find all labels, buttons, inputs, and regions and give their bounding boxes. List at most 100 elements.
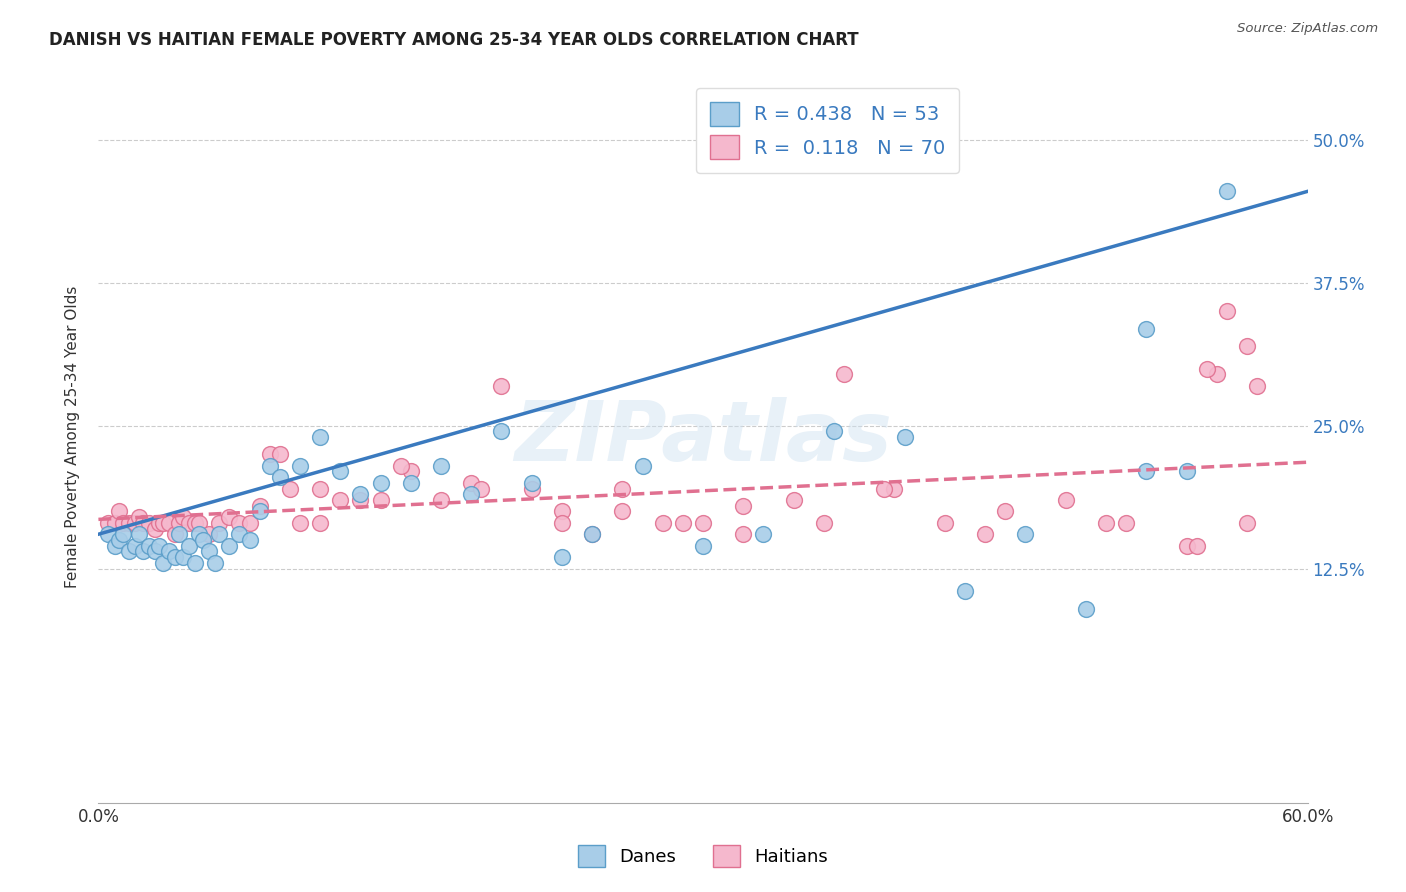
Point: [1074, 601, 1097, 615]
Point: [228, 527, 250, 541]
Point: [138, 539, 160, 553]
Point: [143, 544, 166, 558]
Point: [1095, 516, 1118, 530]
Point: [138, 516, 160, 530]
Point: [733, 527, 755, 541]
Point: [157, 544, 180, 558]
Point: [1054, 492, 1077, 507]
Point: [179, 516, 201, 530]
Point: [1206, 368, 1229, 382]
Point: [1175, 464, 1198, 478]
Point: [612, 504, 634, 518]
Point: [782, 492, 804, 507]
Point: [1135, 464, 1157, 478]
Point: [460, 475, 482, 490]
Point: [218, 510, 240, 524]
Point: [692, 539, 714, 553]
Point: [148, 516, 170, 530]
Point: [228, 516, 250, 530]
Point: [167, 527, 190, 541]
Point: [288, 516, 311, 530]
Point: [953, 584, 976, 599]
Text: DANISH VS HAITIAN FEMALE POVERTY AMONG 25-34 YEAR OLDS CORRELATION CHART: DANISH VS HAITIAN FEMALE POVERTY AMONG 2…: [49, 31, 859, 49]
Point: [672, 516, 695, 530]
Point: [278, 482, 301, 496]
Text: ZIPatlas: ZIPatlas: [515, 397, 891, 477]
Y-axis label: Female Poverty Among 25-34 Year Olds: Female Poverty Among 25-34 Year Olds: [65, 286, 80, 588]
Point: [349, 487, 371, 501]
Point: [1195, 361, 1218, 376]
Point: [148, 539, 170, 553]
Point: [309, 482, 332, 496]
Point: [551, 516, 574, 530]
Point: [1236, 516, 1258, 530]
Point: [152, 516, 174, 530]
Point: [370, 475, 392, 490]
Point: [551, 550, 574, 565]
Point: [218, 539, 240, 553]
Point: [118, 516, 141, 530]
Point: [581, 527, 603, 541]
Point: [329, 492, 352, 507]
Point: [103, 539, 125, 553]
Point: [163, 527, 186, 541]
Point: [399, 464, 422, 478]
Point: [167, 516, 190, 530]
Point: [651, 516, 673, 530]
Point: [107, 504, 129, 518]
Point: [1216, 304, 1239, 318]
Legend: Danes, Haitians: Danes, Haitians: [571, 838, 835, 874]
Point: [1014, 527, 1036, 541]
Point: [752, 527, 775, 541]
Point: [612, 482, 634, 496]
Point: [994, 504, 1017, 518]
Point: [288, 458, 311, 473]
Point: [551, 504, 574, 518]
Point: [309, 516, 332, 530]
Point: [329, 464, 352, 478]
Point: [188, 527, 211, 541]
Point: [430, 492, 453, 507]
Point: [157, 516, 180, 530]
Point: [179, 539, 201, 553]
Point: [631, 458, 654, 473]
Point: [520, 475, 543, 490]
Point: [883, 482, 905, 496]
Point: [934, 516, 956, 530]
Point: [370, 492, 392, 507]
Point: [733, 499, 755, 513]
Point: [893, 430, 915, 444]
Point: [239, 516, 262, 530]
Point: [124, 516, 146, 530]
Legend: R = 0.438   N = 53, R =  0.118   N = 70: R = 0.438 N = 53, R = 0.118 N = 70: [696, 88, 959, 173]
Point: [111, 516, 134, 530]
Point: [460, 487, 482, 501]
Point: [259, 458, 281, 473]
Point: [163, 550, 186, 565]
Point: [520, 482, 543, 496]
Point: [184, 516, 207, 530]
Point: [399, 475, 422, 490]
Point: [143, 521, 166, 535]
Point: [208, 527, 231, 541]
Point: [1236, 338, 1258, 352]
Point: [172, 550, 194, 565]
Point: [239, 533, 262, 547]
Point: [873, 482, 896, 496]
Point: [259, 447, 281, 461]
Point: [208, 516, 231, 530]
Point: [349, 492, 371, 507]
Point: [269, 447, 291, 461]
Point: [172, 510, 194, 524]
Point: [309, 430, 332, 444]
Point: [1115, 516, 1137, 530]
Point: [132, 544, 155, 558]
Point: [193, 533, 215, 547]
Point: [832, 368, 855, 382]
Point: [1216, 185, 1239, 199]
Point: [974, 527, 997, 541]
Point: [389, 458, 412, 473]
Point: [1246, 378, 1268, 392]
Point: [823, 425, 845, 439]
Point: [692, 516, 714, 530]
